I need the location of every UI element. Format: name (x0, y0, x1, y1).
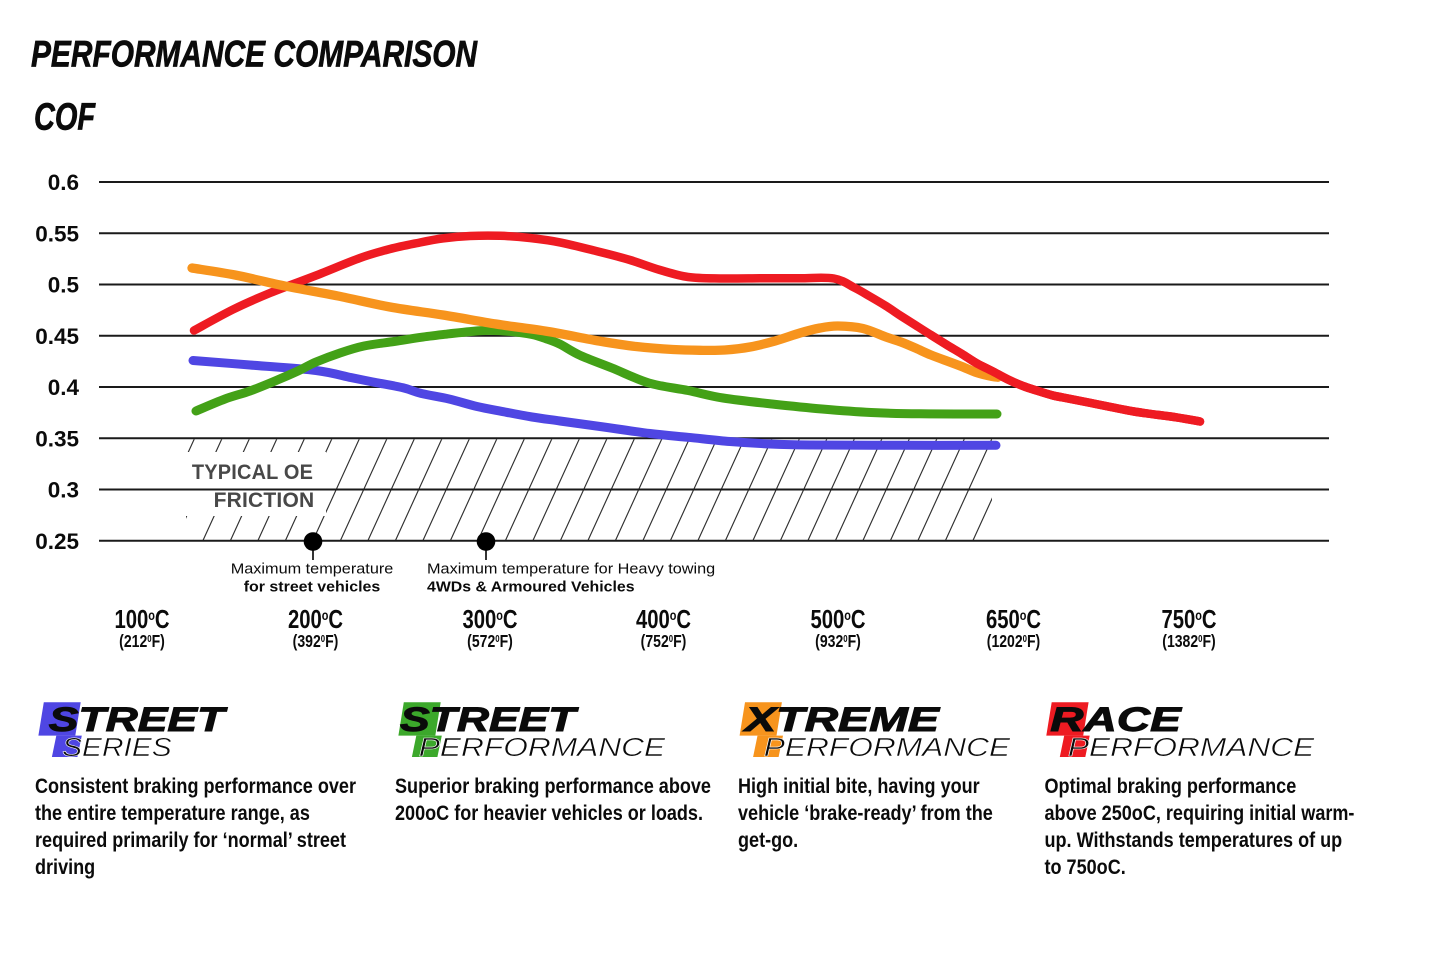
svg-text:Superior braking performance a: Superior braking performance above (395, 775, 711, 799)
svg-text:650oC: 650oC (986, 605, 1041, 634)
svg-text:TYPICAL OE: TYPICAL OE (192, 461, 313, 485)
svg-text:PERFORMANCE: PERFORMANCE (764, 734, 1011, 762)
svg-text:100oC: 100oC (114, 605, 169, 634)
svg-text:get-go.: get-go. (738, 829, 798, 853)
svg-text:400oC: 400oC (636, 605, 691, 634)
svg-text:up. Withstands temperatures of: up. Withstands temperatures of up (1045, 829, 1343, 853)
svg-text:XTREME: XTREME (743, 700, 941, 739)
svg-text:Consistent braking performance: Consistent braking performance over (35, 775, 356, 799)
svg-text:0.35: 0.35 (35, 426, 79, 451)
svg-text:for street vehicles: for street vehicles (244, 579, 381, 596)
svg-text:to 750oC.: to 750oC. (1045, 856, 1126, 880)
svg-text:Maximum temperature for Heavy: Maximum temperature for Heavy towing (427, 561, 715, 577)
svg-text:0.55: 0.55 (35, 221, 79, 246)
svg-text:Optimal braking performance: Optimal braking performance (1045, 775, 1297, 799)
svg-text:200oC: 200oC (288, 605, 343, 634)
svg-text:vehicle ‘brake-ready’ from the: vehicle ‘brake-ready’ from the (738, 802, 993, 826)
svg-text:PERFORMANCE: PERFORMANCE (1068, 734, 1315, 762)
svg-text:STREET: STREET (49, 700, 229, 738)
svg-text:required primarily for ‘normal: required primarily for ‘normal’ street (35, 829, 346, 853)
svg-text:(3920F): (3920F) (293, 631, 339, 651)
svg-text:0.3: 0.3 (48, 478, 79, 503)
svg-text:SERIES: SERIES (62, 733, 172, 761)
svg-text:(12020F): (12020F) (987, 631, 1040, 651)
svg-text:200oC for heavier vehicles or: 200oC for heavier vehicles or loads. (395, 802, 703, 826)
svg-text:0.25: 0.25 (35, 529, 79, 554)
svg-text:(13820F): (13820F) (1162, 631, 1215, 651)
svg-text:STREET: STREET (400, 700, 580, 738)
svg-text:(7520F): (7520F) (641, 631, 687, 651)
svg-text:RACE: RACE (1050, 699, 1183, 738)
svg-text:500oC: 500oC (810, 605, 865, 634)
svg-text:the entire temperature range,: the entire temperature range, as (35, 802, 310, 826)
svg-text:(2120F): (2120F) (119, 631, 165, 651)
svg-text:0.4: 0.4 (48, 375, 80, 400)
svg-text:(9320F): (9320F) (815, 631, 861, 651)
svg-text:FRICTION: FRICTION (214, 489, 315, 512)
svg-text:driving: driving (35, 856, 95, 880)
svg-text:4WDs & Armoured Vehicles: 4WDs & Armoured Vehicles (427, 579, 635, 596)
svg-text:0.6: 0.6 (48, 170, 79, 195)
svg-text:300oC: 300oC (462, 605, 517, 634)
svg-text:Maximum temperature: Maximum temperature (231, 561, 394, 577)
svg-text:0.45: 0.45 (35, 324, 79, 349)
svg-text:High initial bite, having your: High initial bite, having your (738, 775, 980, 799)
svg-text:PERFORMANCE COMPARISON: PERFORMANCE COMPARISON (31, 35, 478, 76)
svg-text:(5720F): (5720F) (467, 631, 513, 651)
svg-text:above 250oC, requiring initial: above 250oC, requiring initial warm- (1045, 802, 1355, 826)
svg-text:COF: COF (34, 96, 96, 139)
svg-text:PERFORMANCE: PERFORMANCE (419, 734, 666, 762)
svg-text:750oC: 750oC (1161, 605, 1216, 634)
svg-text:0.5: 0.5 (48, 273, 79, 298)
